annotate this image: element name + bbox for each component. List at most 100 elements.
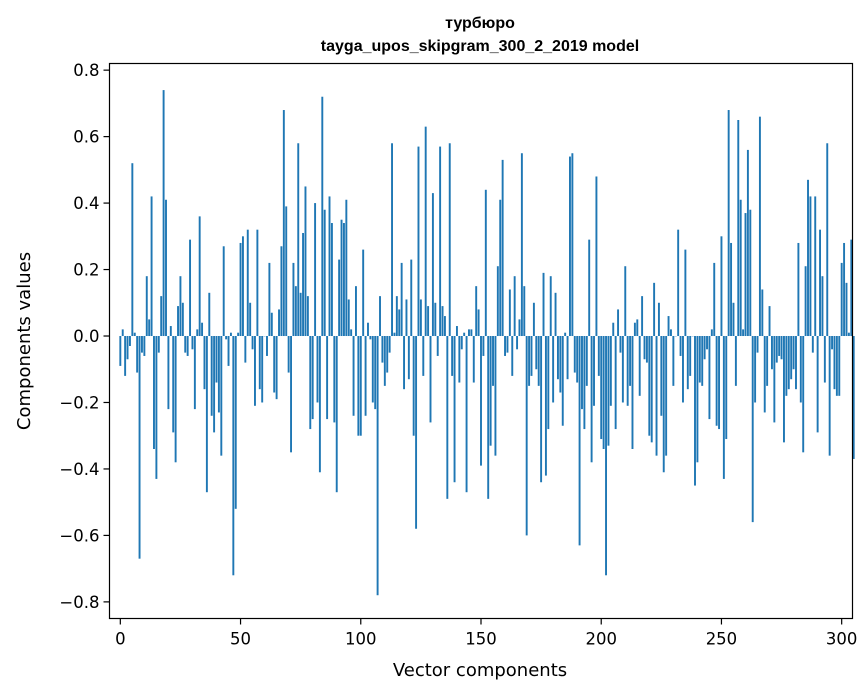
bar (246, 229, 249, 337)
bar (381, 336, 384, 363)
bar (619, 336, 622, 353)
y-tick-label: 0.0 (73, 327, 99, 346)
bar (393, 332, 396, 337)
bar (374, 336, 377, 410)
bar (852, 336, 855, 459)
bar (542, 272, 545, 337)
bar (362, 249, 365, 337)
bar (549, 276, 552, 337)
bar (316, 336, 319, 403)
bar (302, 232, 305, 337)
bar (162, 90, 165, 337)
bar (645, 336, 648, 363)
bar (314, 203, 317, 337)
bar (487, 336, 490, 499)
bar (564, 332, 567, 337)
bar (689, 336, 692, 376)
bar (732, 302, 735, 337)
bar (670, 329, 672, 337)
bar (590, 336, 593, 463)
bar (254, 336, 256, 406)
bar (624, 266, 627, 337)
bar (617, 309, 620, 337)
bar (359, 336, 362, 436)
bar (278, 309, 280, 337)
chart-titles: турбюро tayga_upos_skipgram_300_2_2019 m… (321, 15, 639, 55)
bar (268, 262, 271, 337)
bar (124, 336, 127, 376)
bar (585, 336, 588, 386)
bar (703, 336, 706, 360)
bar (388, 336, 391, 353)
bar (835, 336, 838, 396)
bar (472, 336, 475, 383)
bar (150, 196, 153, 337)
bar (258, 336, 261, 390)
bar (722, 336, 725, 479)
bar (367, 322, 369, 337)
plot-frame (108, 62, 854, 620)
bar (210, 336, 213, 416)
bar (766, 336, 769, 386)
bar (371, 336, 374, 403)
bar (633, 322, 636, 337)
bar (297, 143, 300, 337)
bar (335, 336, 338, 493)
bar (415, 336, 418, 529)
bar (465, 336, 468, 493)
y-tick-label: −0.6 (59, 526, 99, 545)
bar (773, 336, 776, 423)
bar (595, 176, 598, 337)
bar (419, 299, 422, 337)
bar (165, 199, 167, 337)
bar (833, 336, 836, 390)
bar (193, 336, 196, 410)
bar (730, 242, 733, 337)
bar (847, 332, 850, 337)
x-axis: 0 50 100 150 200 250 300 (115, 618, 858, 649)
bar (662, 336, 665, 473)
bar (746, 149, 749, 337)
bar (309, 336, 312, 430)
bar (157, 336, 160, 353)
bar (198, 216, 201, 337)
bar (477, 309, 480, 337)
bar (186, 336, 189, 356)
bar (143, 336, 146, 356)
bar (749, 209, 752, 337)
bar (520, 153, 523, 337)
bar (217, 336, 220, 413)
bar (330, 223, 333, 337)
chart-subtitle: tayga_upos_skipgram_300_2_2019 model (321, 38, 639, 55)
bar (698, 336, 701, 383)
bar (203, 336, 206, 390)
bar (126, 336, 129, 360)
bar (840, 262, 843, 337)
bar (480, 336, 482, 466)
y-tick-label: 0.2 (73, 261, 99, 280)
bar (583, 336, 586, 430)
bar (131, 163, 134, 337)
y-tick-label: 0.8 (73, 61, 99, 80)
bar (241, 236, 244, 337)
bar (342, 223, 345, 337)
bar (273, 336, 276, 393)
chart-title: турбюро (445, 15, 515, 32)
bar (405, 299, 408, 337)
bar (600, 336, 603, 440)
bar (201, 322, 204, 337)
bar (636, 319, 639, 337)
bar (607, 336, 610, 446)
bar (294, 286, 297, 337)
bar (141, 336, 143, 353)
bar (436, 336, 439, 356)
bar (566, 336, 569, 380)
bar (227, 336, 230, 366)
bar (225, 336, 228, 340)
bar (725, 336, 728, 440)
bar (811, 336, 814, 353)
bar (718, 336, 721, 430)
bar (761, 289, 764, 337)
x-tick-label: 300 (826, 630, 858, 649)
